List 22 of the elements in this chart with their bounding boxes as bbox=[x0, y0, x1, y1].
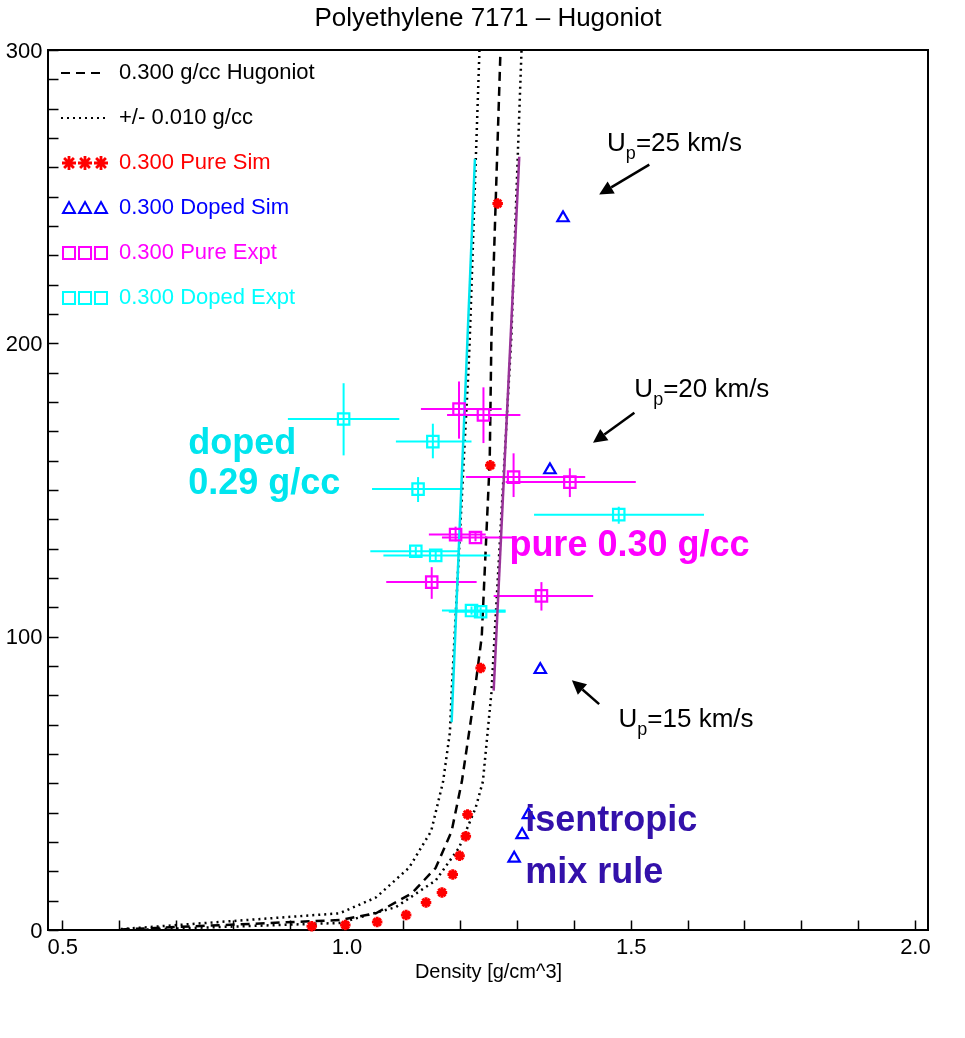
x-axis-title: Density [g/cm^3] bbox=[414, 959, 563, 982]
annotation: U$_{p}$=25 km/s bbox=[607, 127, 743, 164]
chart-title: Polyethylene 7171 – Hugoniot bbox=[314, 2, 663, 32]
annotation: U$_{p}$=15 km/s bbox=[618, 702, 754, 739]
x-tick-label: 1.0 bbox=[331, 933, 363, 959]
y-tick-label: 200 bbox=[5, 330, 43, 356]
annotation: pure 0.30 g/cc bbox=[509, 522, 750, 564]
annotation: doped 0.29 g/cc bbox=[188, 420, 341, 502]
x-tick-label: 0.5 bbox=[47, 933, 79, 959]
legend-label: 0.300 Doped Sim bbox=[119, 193, 289, 219]
legend-label: 0.300 Pure Sim bbox=[119, 148, 271, 174]
legend-label: 0.300 g/cc Hugoniot bbox=[119, 58, 315, 84]
legend-label: 0.300 Pure Expt bbox=[119, 238, 277, 264]
annotation: isentropic mix rule bbox=[525, 797, 698, 891]
x-tick-label: 1.5 bbox=[615, 933, 647, 959]
legend-label: 0.300 Doped Expt bbox=[119, 283, 296, 309]
y-tick-label: 0 bbox=[30, 917, 43, 943]
y-tick-label: 300 bbox=[5, 37, 43, 63]
y-tick-label: 100 bbox=[5, 624, 43, 650]
annotation: U$_{p}$=20 km/s bbox=[634, 372, 770, 409]
x-tick-label: 2.0 bbox=[900, 933, 931, 959]
legend-label: +/- 0.010 g/cc bbox=[119, 103, 253, 129]
